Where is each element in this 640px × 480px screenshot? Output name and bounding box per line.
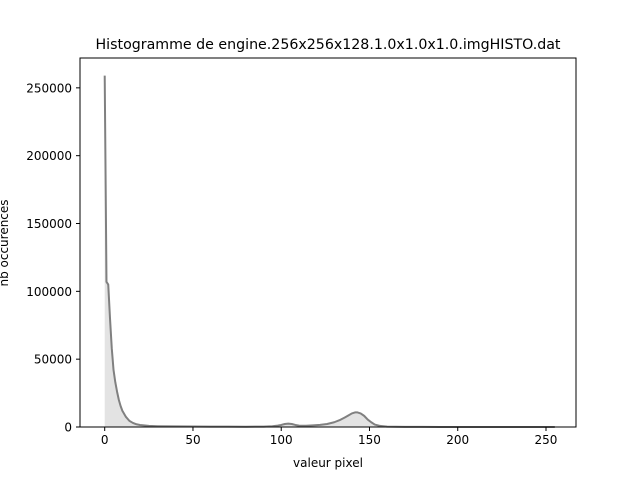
x-tick-label: 100 xyxy=(270,433,293,447)
chart-title: Histogramme de engine.256x256x128.1.0x1.… xyxy=(96,37,561,53)
y-tick-label: 250000 xyxy=(26,81,72,95)
axes-frame xyxy=(79,57,577,428)
y-tick-label: 50000 xyxy=(34,353,72,367)
plot-area: 0 50 100 150 200 250 0 50000 100000 150000 200000 2… xyxy=(26,57,577,447)
x-tick-label: 50 xyxy=(185,433,200,447)
x-tick-label: 150 xyxy=(358,433,381,447)
y-tick-label: 150000 xyxy=(26,217,72,231)
y-tick-label: 100000 xyxy=(26,285,72,299)
x-axis-label: valeur pixel xyxy=(293,456,363,470)
y-tick-label: 0 xyxy=(64,421,72,435)
y-tick-label: 200000 xyxy=(26,149,72,163)
x-tick-label: 200 xyxy=(446,433,469,447)
x-tick-label: 0 xyxy=(101,433,109,447)
y-axis-label: nb occurences xyxy=(0,199,11,286)
x-tick-label: 250 xyxy=(535,433,558,447)
histogram-line xyxy=(103,75,555,428)
